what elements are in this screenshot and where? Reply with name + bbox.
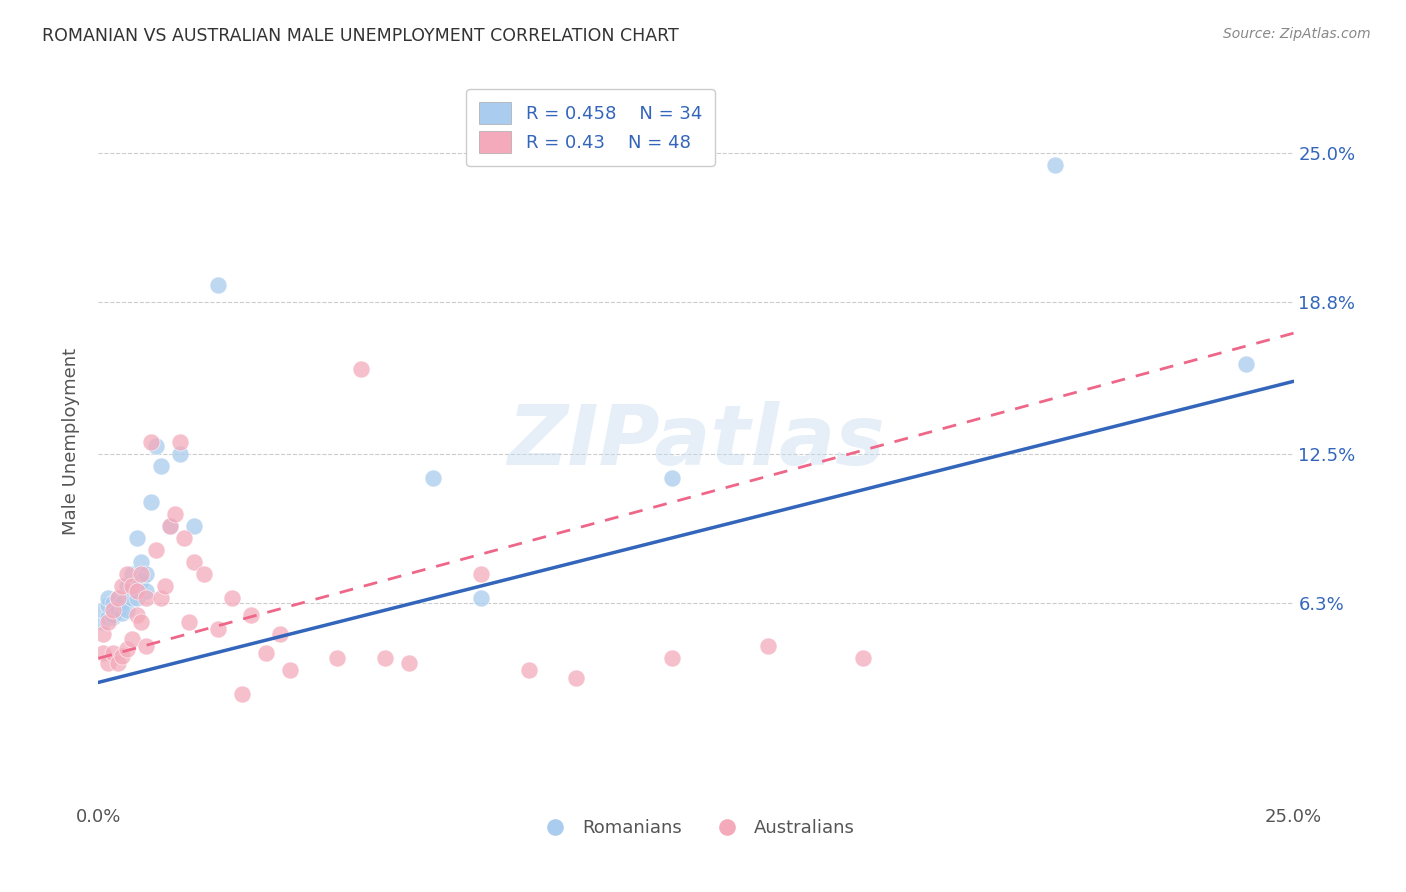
Point: [135, 567, 157, 582]
Text: ROMANIAN VS AUSTRALIAN MALE UNEMPLOYMENT CORRELATION CHART: ROMANIAN VS AUSTRALIAN MALE UNEMPLOYMENT…: [42, 27, 679, 45]
Point: [240, 607, 263, 622]
Point: [139, 434, 162, 449]
Text: Source: ZipAtlas.com: Source: ZipAtlas.com: [1223, 27, 1371, 41]
Point: [101, 596, 124, 610]
Point: [115, 603, 138, 617]
Point: [91, 615, 114, 630]
Point: [149, 591, 172, 606]
Point: [135, 583, 157, 598]
Point: [470, 567, 492, 582]
Point: [350, 362, 373, 376]
Point: [115, 641, 138, 656]
Point: [207, 277, 229, 292]
Point: [470, 591, 492, 606]
Point: [169, 446, 191, 460]
Point: [131, 567, 153, 582]
Point: [101, 647, 124, 661]
Point: [1043, 158, 1066, 172]
Point: [145, 439, 167, 453]
Point: [115, 567, 138, 582]
Point: [183, 519, 205, 533]
Point: [159, 519, 181, 533]
Point: [121, 632, 143, 646]
Legend: Romanians, Australians: Romanians, Australians: [530, 812, 862, 845]
Point: [91, 647, 114, 661]
Point: [107, 603, 129, 617]
Point: [326, 651, 349, 665]
Point: [115, 579, 138, 593]
Point: [97, 615, 120, 630]
Point: [193, 567, 215, 582]
Point: [135, 639, 157, 653]
Point: [661, 471, 683, 485]
Point: [163, 507, 186, 521]
Point: [852, 651, 875, 665]
Point: [131, 574, 153, 589]
Point: [661, 651, 683, 665]
Point: [125, 583, 148, 598]
Text: ZIPatlas: ZIPatlas: [508, 401, 884, 482]
Point: [125, 591, 148, 606]
Point: [91, 603, 114, 617]
Point: [111, 579, 134, 593]
Point: [101, 603, 124, 617]
Point: [565, 671, 588, 685]
Point: [135, 591, 157, 606]
Point: [269, 627, 291, 641]
Point: [131, 555, 153, 569]
Point: [101, 607, 124, 622]
Point: [173, 531, 195, 545]
Point: [107, 591, 129, 606]
Point: [1234, 358, 1257, 372]
Point: [121, 579, 143, 593]
Point: [422, 471, 444, 485]
Point: [111, 606, 134, 620]
Point: [111, 596, 134, 610]
Point: [155, 579, 177, 593]
Point: [101, 610, 124, 624]
Point: [149, 458, 172, 473]
Point: [97, 599, 120, 613]
Point: [91, 627, 114, 641]
Point: [183, 555, 205, 569]
Point: [169, 434, 191, 449]
Point: [517, 664, 540, 678]
Y-axis label: Male Unemployment: Male Unemployment: [62, 348, 80, 535]
Point: [139, 494, 162, 508]
Point: [278, 664, 301, 678]
Point: [221, 591, 243, 606]
Point: [97, 656, 120, 670]
Point: [107, 656, 129, 670]
Point: [145, 542, 167, 557]
Point: [207, 623, 229, 637]
Point: [179, 615, 201, 630]
Point: [398, 656, 420, 670]
Point: [231, 687, 253, 701]
Point: [254, 647, 277, 661]
Point: [111, 648, 134, 663]
Point: [374, 651, 396, 665]
Point: [121, 591, 143, 606]
Point: [159, 519, 181, 533]
Point: [125, 607, 148, 622]
Point: [97, 591, 120, 606]
Point: [97, 610, 120, 624]
Point: [756, 639, 779, 653]
Point: [107, 591, 129, 606]
Point: [131, 615, 153, 630]
Point: [125, 531, 148, 545]
Point: [121, 567, 143, 582]
